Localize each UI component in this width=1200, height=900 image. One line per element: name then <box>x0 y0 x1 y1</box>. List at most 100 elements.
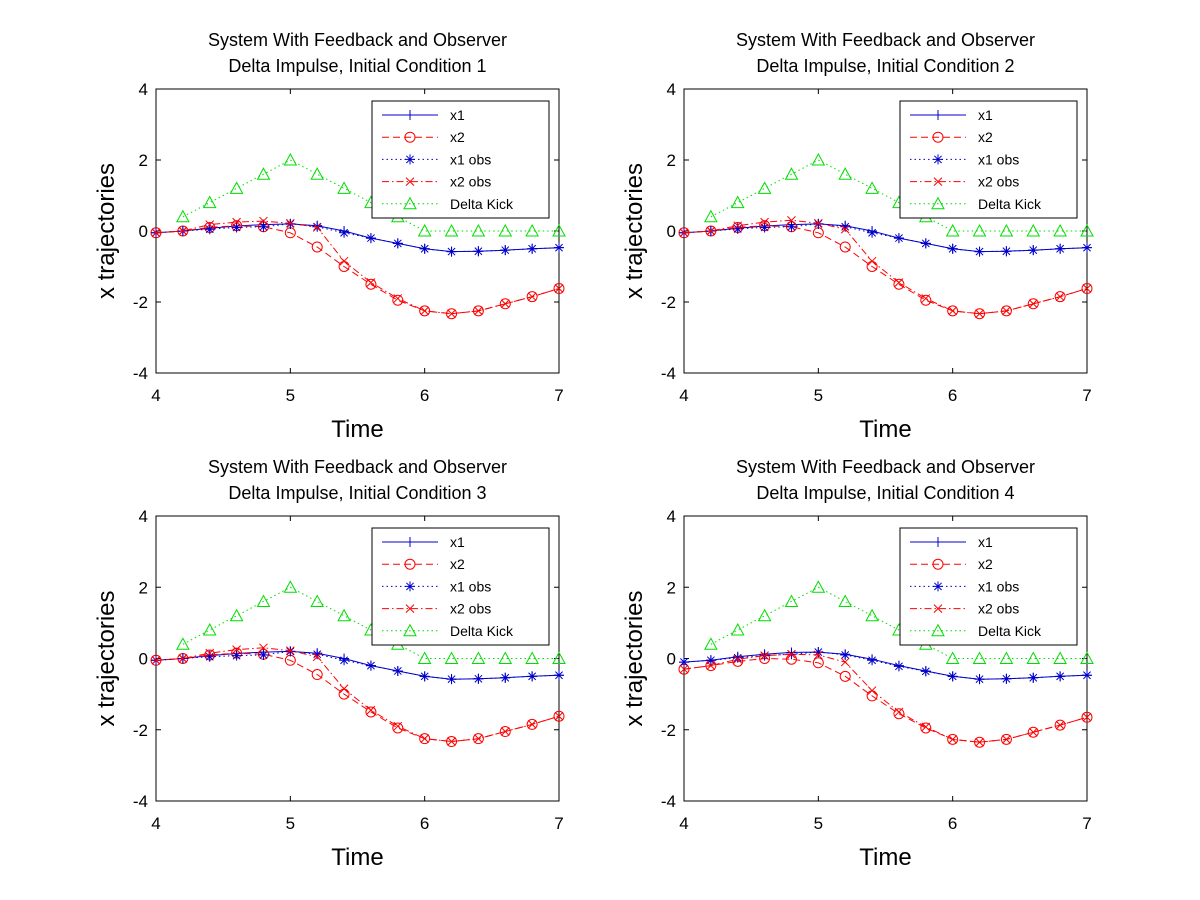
legend-marker <box>933 604 943 613</box>
data-point <box>151 228 161 238</box>
data-point <box>1028 299 1038 309</box>
data-point <box>471 223 486 237</box>
y-tick-label: 0 <box>139 222 148 241</box>
data-point <box>554 242 564 253</box>
data-point <box>256 594 271 607</box>
data-point <box>1000 733 1012 745</box>
data-point <box>498 223 513 237</box>
data-point <box>500 245 511 256</box>
data-point <box>312 649 323 660</box>
legend: x1 x2 x1 obs x2 obs Delta Kick <box>899 100 1078 219</box>
data-point <box>1055 243 1066 254</box>
legend-label: x2 <box>450 129 465 145</box>
chart-subtitle: Delta Impulse, Initial Condition 2 <box>756 56 1014 76</box>
data-point <box>893 661 904 672</box>
data-point <box>473 246 484 257</box>
data-point <box>679 228 689 238</box>
legend-marker <box>405 604 415 613</box>
data-point <box>839 670 851 682</box>
data-point <box>553 283 565 295</box>
legend-marker <box>933 581 943 592</box>
data-point <box>813 218 824 229</box>
x-tick-label: 5 <box>286 814 295 833</box>
data-point <box>840 221 851 232</box>
y-tick-label: 4 <box>139 80 148 99</box>
y-tick-label: -4 <box>661 364 676 383</box>
data-point <box>444 651 459 664</box>
y-axis-label: x trajectories <box>93 163 120 299</box>
data-point <box>838 167 853 180</box>
legend-marker <box>933 154 943 165</box>
data-point <box>365 233 376 244</box>
data-point <box>447 737 456 746</box>
legend-marker <box>405 581 415 592</box>
chart-title: System With Feedback and Observer <box>208 30 507 50</box>
data-point <box>417 651 432 664</box>
data-point <box>1080 651 1094 664</box>
data-point <box>285 646 296 657</box>
data-point <box>259 216 268 226</box>
x-axis-label: Time <box>331 844 383 871</box>
data-point <box>972 651 987 664</box>
y-tick-label: 0 <box>667 650 676 669</box>
series-line <box>710 159 1087 232</box>
data-point <box>365 660 376 671</box>
data-point <box>999 223 1014 237</box>
data-point <box>285 646 295 656</box>
data-point <box>1027 298 1039 310</box>
data-point <box>975 309 984 319</box>
data-point <box>867 686 877 695</box>
subplot-4: System With Feedback and Observer Delta I… <box>621 457 1094 871</box>
legend-label: x1 obs <box>978 578 1019 594</box>
data-point <box>474 734 483 744</box>
legend-marker <box>405 537 415 547</box>
data-point <box>865 181 879 194</box>
data-point <box>760 651 769 661</box>
legend-marker <box>932 131 944 143</box>
y-tick-label: -2 <box>661 293 676 312</box>
data-point <box>813 218 823 228</box>
legend-label: Delta Kick <box>978 623 1042 639</box>
data-point <box>311 241 323 253</box>
data-point <box>920 666 931 677</box>
data-point <box>417 223 432 237</box>
data-point <box>947 243 958 254</box>
data-point <box>784 167 799 180</box>
legend-marker <box>931 623 945 637</box>
data-point <box>526 291 538 303</box>
data-point <box>1053 651 1067 664</box>
data-point <box>757 608 772 622</box>
data-point <box>178 226 188 236</box>
legend-marker <box>405 177 415 186</box>
data-point <box>339 655 350 666</box>
series-line <box>683 653 1088 743</box>
data-point <box>525 651 539 664</box>
data-point <box>974 736 986 748</box>
data-point <box>392 665 403 676</box>
data-point <box>446 736 458 748</box>
data-point <box>527 671 538 682</box>
data-point <box>1002 735 1011 744</box>
data-point <box>975 737 984 747</box>
y-axis-label: x trajectories <box>621 590 648 726</box>
data-point <box>1081 283 1093 295</box>
data-point <box>1082 670 1092 681</box>
legend-label: x2 obs <box>978 174 1019 190</box>
data-point <box>552 223 566 237</box>
data-point <box>759 222 770 233</box>
series-line <box>155 652 560 743</box>
series-line <box>182 586 559 659</box>
subplot-3: System With Feedback and Observer Delta I… <box>93 457 566 871</box>
x-tick-label: 7 <box>1082 386 1091 405</box>
data-point <box>231 650 242 661</box>
data-point <box>446 308 458 320</box>
data-point <box>552 651 566 664</box>
data-point <box>1028 672 1039 683</box>
data-point <box>393 721 403 731</box>
data-point <box>204 224 215 235</box>
y-axis-label: x trajectories <box>621 163 648 299</box>
data-point <box>229 181 244 194</box>
legend-label: x2 <box>450 556 465 572</box>
data-point <box>945 651 960 664</box>
